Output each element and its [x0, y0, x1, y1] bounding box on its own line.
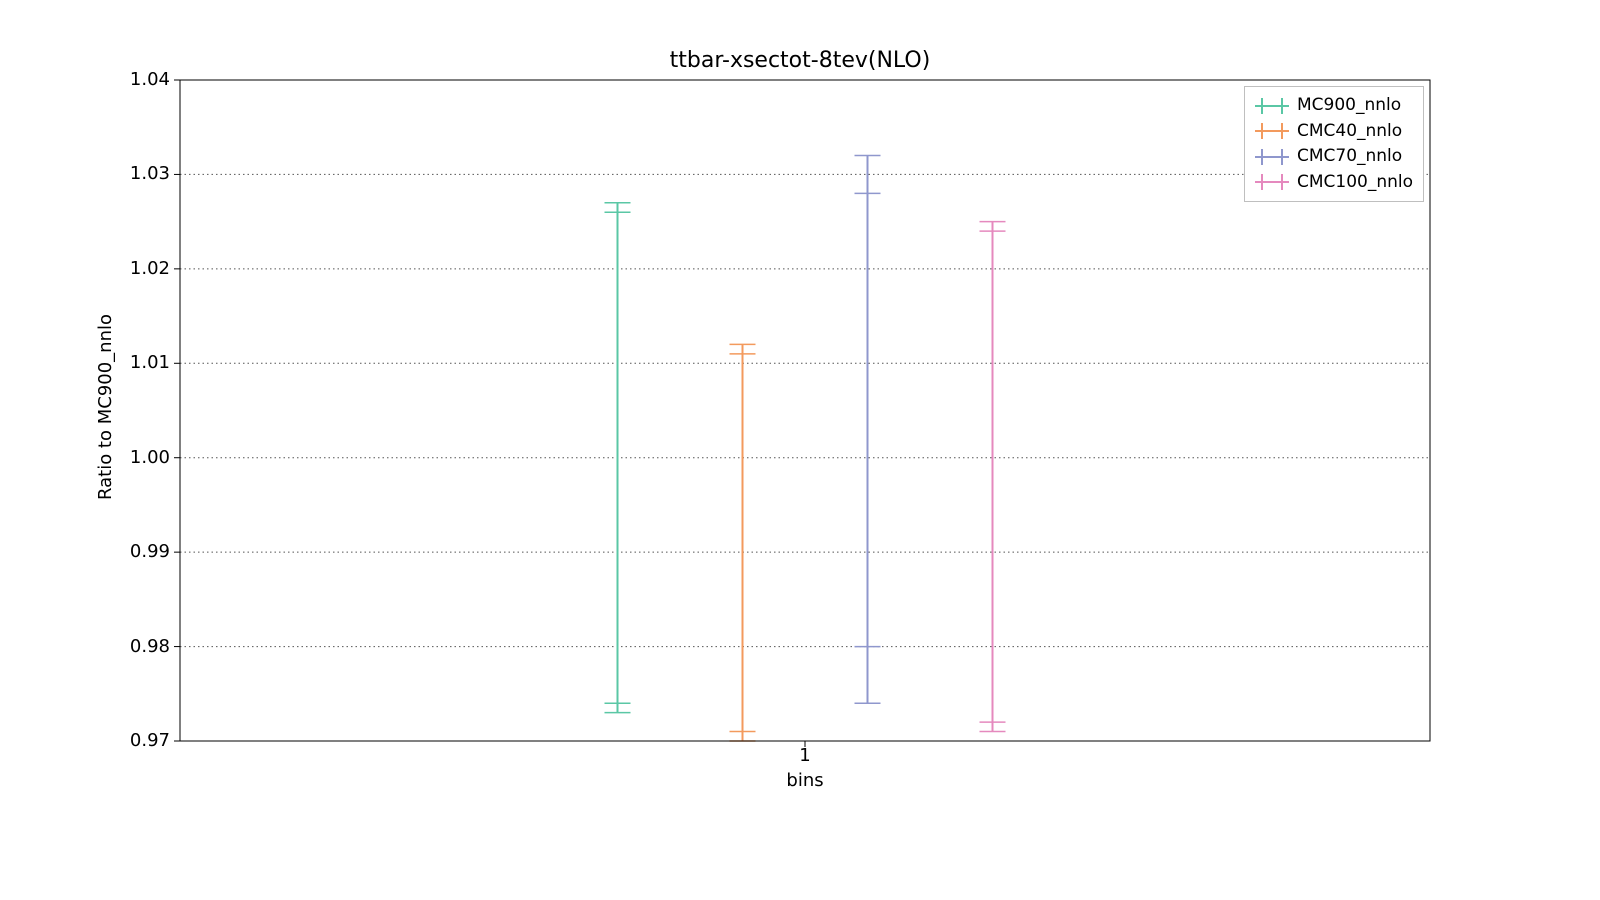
legend-item: CMC40_nnlo — [1255, 119, 1413, 145]
y-tick-label: 0.99 — [114, 541, 170, 562]
y-tick-label: 0.98 — [114, 636, 170, 657]
legend-item: CMC70_nnlo — [1255, 144, 1413, 170]
legend-swatch — [1255, 98, 1289, 114]
legend-item: CMC100_nnlo — [1255, 170, 1413, 196]
legend: MC900_nnloCMC40_nnloCMC70_nnloCMC100_nnl… — [1244, 86, 1424, 202]
y-tick-label: 1.00 — [114, 447, 170, 468]
plot-area — [180, 80, 1430, 741]
legend-swatch — [1255, 149, 1289, 165]
legend-label: CMC40_nnlo — [1297, 119, 1402, 145]
legend-item: MC900_nnlo — [1255, 93, 1413, 119]
legend-swatch — [1255, 123, 1289, 139]
y-tick-label: 1.04 — [114, 69, 170, 90]
legend-swatch — [1255, 174, 1289, 190]
y-tick-label: 1.01 — [114, 352, 170, 373]
legend-label: MC900_nnlo — [1297, 93, 1401, 119]
y-axis-label: Ratio to MC900_nnlo — [95, 314, 116, 500]
legend-label: CMC70_nnlo — [1297, 144, 1402, 170]
y-tick-label: 1.02 — [114, 258, 170, 279]
y-tick-label: 0.97 — [114, 730, 170, 751]
legend-label: CMC100_nnlo — [1297, 170, 1413, 196]
chart-title: ttbar-xsectot-8tev(NLO) — [0, 48, 1600, 73]
x-tick-label: 1 — [785, 745, 825, 766]
y-tick-label: 1.03 — [114, 163, 170, 184]
x-axis-label: bins — [180, 770, 1430, 791]
